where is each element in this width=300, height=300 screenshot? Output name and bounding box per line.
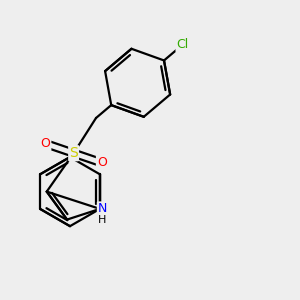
Text: S: S (69, 146, 78, 160)
Text: Cl: Cl (176, 38, 189, 51)
Text: O: O (40, 137, 50, 150)
Text: H: H (98, 215, 107, 225)
Text: N: N (98, 202, 107, 215)
Text: O: O (97, 156, 107, 169)
